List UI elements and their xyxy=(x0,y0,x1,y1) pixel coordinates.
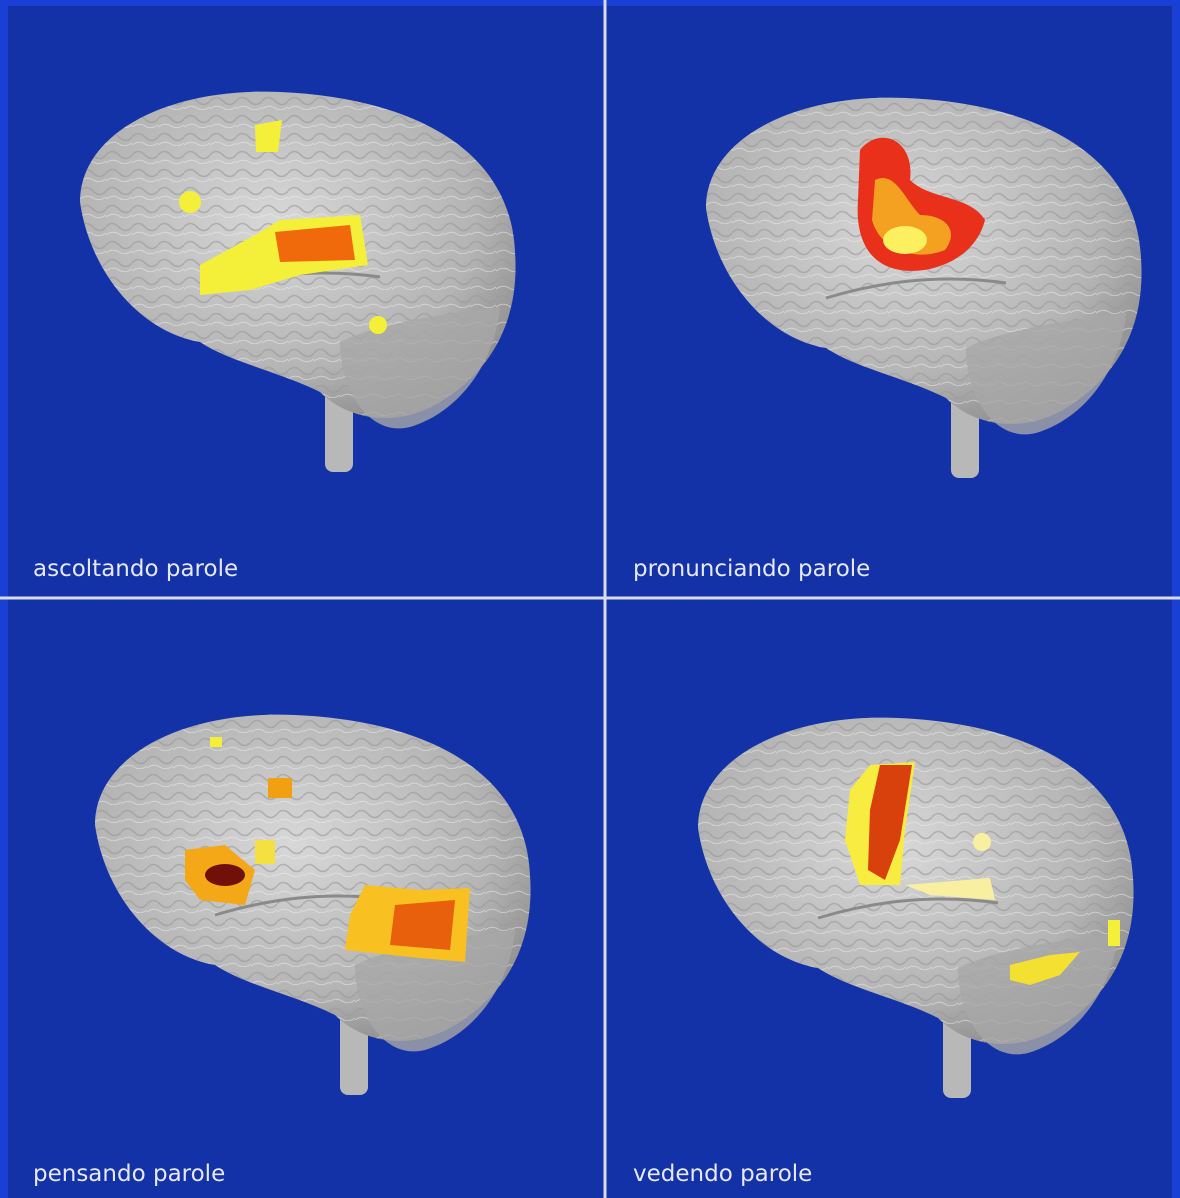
caption: pensando parole xyxy=(33,1161,225,1187)
figure: ascoltando parole pronunciando parole pe… xyxy=(0,0,1180,1198)
activation xyxy=(973,833,991,851)
activation xyxy=(268,778,292,798)
caption: vedendo parole xyxy=(633,1161,812,1187)
activation xyxy=(1108,920,1120,946)
activation xyxy=(369,316,387,334)
activation xyxy=(179,191,201,213)
activation xyxy=(205,864,245,886)
activation xyxy=(255,120,282,152)
activation xyxy=(210,737,222,747)
activation xyxy=(883,226,927,254)
caption: ascoltando parole xyxy=(33,556,238,582)
caption: pronunciando parole xyxy=(633,556,870,582)
activation xyxy=(390,900,455,950)
activation xyxy=(255,840,275,864)
